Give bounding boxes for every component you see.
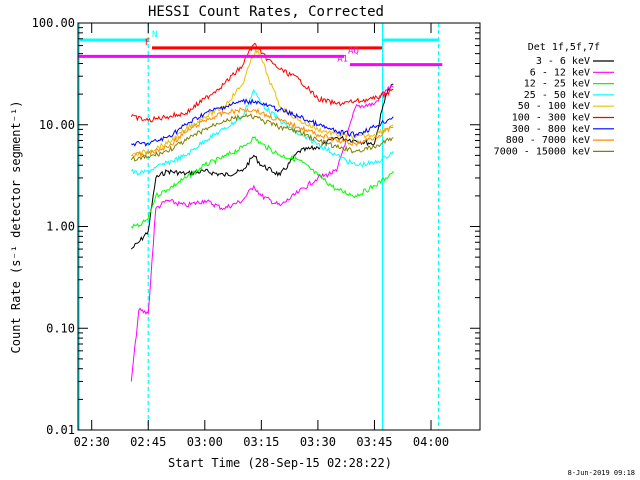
y-tick-label: 10.00 <box>39 118 75 132</box>
flag-label: N <box>152 30 157 40</box>
y-tick-label: 0.01 <box>46 423 75 437</box>
y-tick-label: 100.00 <box>32 16 75 30</box>
x-tick-label: 04:00 <box>413 435 449 449</box>
x-tick-label: 03:45 <box>356 435 392 449</box>
y-axis-label: Count Rate (s⁻¹ detector segment⁻¹) <box>9 101 23 354</box>
series-line <box>130 136 394 229</box>
series-line <box>130 84 394 382</box>
legend-label: 25 - 50 keV <box>524 90 590 101</box>
series-line <box>131 107 394 158</box>
series-line <box>130 113 394 162</box>
x-tick-label: 03:00 <box>187 435 223 449</box>
series-line <box>130 83 394 250</box>
x-axis: 02:30 02:45 03:00 03:15 03:30 03:45 04:00 <box>74 23 449 449</box>
x-tick-label: 02:30 <box>74 435 110 449</box>
legend-label: 300 - 800 keV <box>512 124 590 135</box>
legend-label: 50 - 100 keV <box>518 101 590 112</box>
legend-label: 6 - 12 keV <box>530 67 590 78</box>
series-line <box>130 42 394 123</box>
chart-title: HESSI Count Rates, Corrected <box>148 4 384 20</box>
legend-label: 3 - 6 keV <box>536 56 590 67</box>
x-tick-label: 03:15 <box>243 435 279 449</box>
series-line <box>131 98 394 148</box>
y-tick-label: 0.10 <box>46 321 75 335</box>
y-tick-label: 1.00 <box>46 220 75 234</box>
plot-area <box>78 23 443 430</box>
flag-label: A1 <box>337 55 348 65</box>
generation-timestamp: 8-Jun-2019 09:18 <box>568 469 635 477</box>
flag-label: AQ <box>348 46 359 56</box>
x-axis-label: Start Time (28-Sep-15 02:28:22) <box>168 456 392 470</box>
flag-label: F <box>145 38 150 48</box>
x-tick-label: 02:45 <box>130 435 166 449</box>
legend-label: 800 - 7000 keV <box>506 135 590 146</box>
x-tick-label: 03:30 <box>300 435 336 449</box>
legend-label: 7000 - 15000 keV <box>494 146 590 157</box>
legend-title: Det 1f,5f,7f <box>528 42 600 53</box>
y-axis: 100.00 10.00 1.00 0.10 0.01 <box>32 16 480 437</box>
series-line <box>130 88 394 176</box>
legend-label: 100 - 300 keV <box>512 113 590 124</box>
legend-label: 12 - 25 keV <box>524 79 590 90</box>
